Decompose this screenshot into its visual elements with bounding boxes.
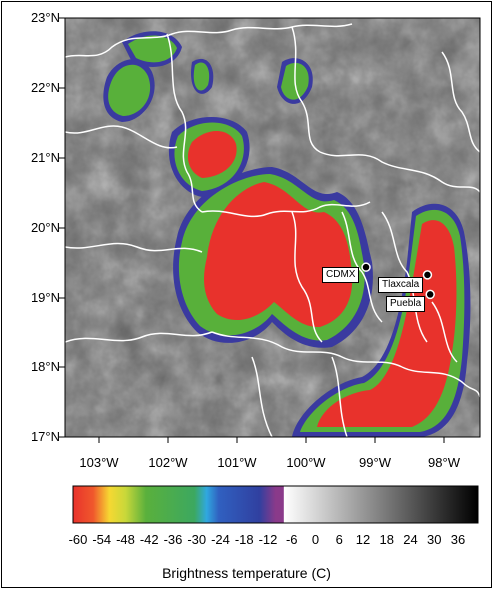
colorbar-tick-label: -6 [285,532,298,547]
colorbar-tick-label: -30 [187,532,207,547]
colorbar-tick-label: 0 [311,532,320,547]
axis-ticks [59,17,445,443]
lat-label: 18°N [30,359,60,374]
colorbar-tick-label: 6 [335,532,343,547]
lon-label: 102°W [148,455,188,470]
lon-label: 100°W [286,455,326,470]
lon-label: 99°W [359,455,391,470]
lat-label: 23°N [30,10,60,25]
city-marker [422,270,433,280]
city-marker [361,262,371,272]
colorbar-tick-label: -42 [139,532,159,547]
colorbar [72,485,479,524]
colorbar-tick-label: -60 [68,532,88,547]
lat-label: 22°N [30,80,60,95]
state-boundaries [65,23,480,437]
storm-cells [103,31,471,437]
colorbar-tick-label: -12 [258,532,278,547]
satellite-map [59,17,481,443]
lat-label: 19°N [30,290,60,305]
lon-label: 98°W [428,455,460,470]
colorbar-tick-label: -18 [234,532,254,547]
colorbar-tick-label: -54 [92,532,112,547]
colorbar-title: Brightness temperature (C) [162,565,331,581]
city-markers [361,262,435,300]
colorbar-tick-label: -36 [163,532,183,547]
colorbar-tick-label: -48 [116,532,135,547]
city-label-cdmx: CDMX [322,267,360,283]
colorbar-tick-label: 12 [355,532,371,547]
colorbar-gradient [72,485,479,524]
city-label-tlaxcala: Tlaxcala [378,277,424,293]
colorbar-tick-label: 18 [379,532,394,547]
colorbar-tick-label: 24 [403,532,418,547]
lat-label: 21°N [30,150,60,165]
lon-label: 103°W [79,455,119,470]
colorbar-tick-label: -24 [211,532,230,547]
lon-label: 101°W [217,455,257,470]
colorbar-tick-label: 30 [427,532,442,547]
city-label-puebla: Puebla [386,296,426,312]
lat-label: 20°N [30,220,60,235]
city-marker [425,289,435,300]
colorbar-tick-label: 36 [450,532,466,547]
lat-label: 17°N [30,429,60,444]
